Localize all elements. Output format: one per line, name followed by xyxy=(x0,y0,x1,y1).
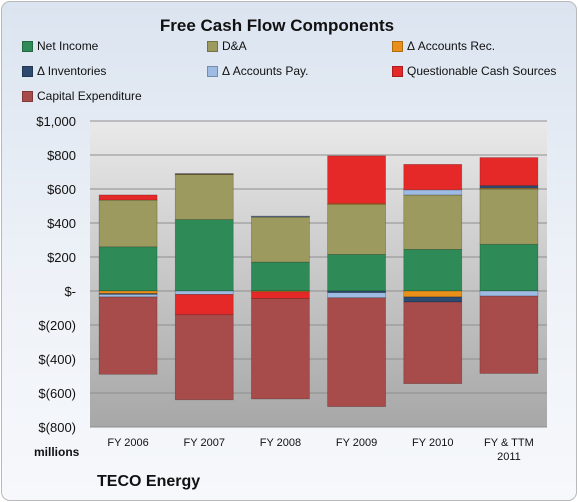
legend-item-delta-inventories: Δ Inventories xyxy=(22,64,106,78)
bar-capital-expenditure xyxy=(98,296,158,375)
legend-swatch xyxy=(22,40,33,52)
bar-questionable-cash-sources xyxy=(98,194,158,201)
bar-capital-expenditure xyxy=(327,297,386,407)
bar-delta-accounts-pay xyxy=(479,290,539,297)
legend-label: D&A xyxy=(222,39,247,53)
bar-delta-accounts-pay xyxy=(251,215,310,218)
y-tick-label: $800 xyxy=(47,148,76,163)
x-tick-label: FY 2006 xyxy=(107,437,148,449)
bars xyxy=(98,155,539,407)
bar-questionable-cash-sources xyxy=(403,164,463,191)
bar-capital-expenditure xyxy=(174,314,234,401)
x-tick-label: FY 2007 xyxy=(184,437,225,449)
bar-d-a xyxy=(174,174,234,220)
y-tick-label: $600 xyxy=(47,182,76,197)
bar-net-income xyxy=(174,219,234,292)
x-tick-label: FY 2009 xyxy=(336,437,377,449)
bar-d-a xyxy=(98,199,158,248)
y-tick-label: $- xyxy=(64,284,76,299)
chart-title: Free Cash Flow Components xyxy=(159,16,395,35)
legend-label: Net Income xyxy=(37,39,99,53)
legend-swatch xyxy=(207,65,218,77)
bar-questionable-cash-sources xyxy=(251,291,310,300)
y-tick-label: $(400) xyxy=(38,352,76,367)
bar-net-income xyxy=(98,246,158,292)
legend-swatch xyxy=(22,65,33,77)
bar-d-a xyxy=(479,188,539,245)
gridlines xyxy=(90,120,547,428)
bar-questionable-cash-sources xyxy=(479,157,539,186)
y-axis-ticks: $(800) $(600) $(400) $(200) $- $200 $400 $600 $8… xyxy=(36,114,76,435)
bar-capital-expenditure xyxy=(251,298,310,400)
legend-item-questionable-cash-sources: Questionable Cash Sources xyxy=(392,64,556,78)
bar-capital-expenditure xyxy=(479,295,539,374)
legend-label: Δ Accounts Pay. xyxy=(222,64,309,78)
bar-net-income xyxy=(251,261,310,292)
y-tick-label: $400 xyxy=(47,216,76,231)
bar-net-income xyxy=(403,249,463,292)
legend-swatch xyxy=(392,65,403,77)
y-tick-label: $1,000 xyxy=(36,114,76,129)
legend-label: Questionable Cash Sources xyxy=(407,64,557,78)
x-tick-label: FY & TTM 2011 xyxy=(484,437,534,463)
legend-item-net-income: Net Income xyxy=(22,39,98,53)
legend-swatch xyxy=(22,90,33,102)
legend-label: Δ Accounts Rec. xyxy=(407,39,496,53)
legend-label: Δ Inventories xyxy=(37,64,107,78)
legend-swatch xyxy=(392,40,403,52)
bar-delta-accounts-pay xyxy=(98,294,158,298)
x-axis-ticks: FY 2006 FY 2007 FY 2008 FY 2009 FY 2010 FY & … xyxy=(107,437,533,463)
bar-delta-accounts-rec xyxy=(403,290,463,298)
bar-delta-inventories xyxy=(174,173,234,175)
x-tick-label: FY 2010 xyxy=(412,437,453,449)
y-tick-label: $(800) xyxy=(38,420,76,435)
bar-delta-inventories xyxy=(479,185,539,189)
y-tick-label: $(600) xyxy=(38,386,76,401)
bar-d-a xyxy=(403,194,463,250)
legend-label: Capital Expenditure xyxy=(37,89,142,103)
bar-delta-accounts-pay xyxy=(403,189,463,196)
legend-item-delta-accounts-pay: Δ Accounts Pay. xyxy=(207,64,309,78)
bar-capital-expenditure xyxy=(403,301,463,384)
legend-item-delta-accounts-rec: Δ Accounts Rec. xyxy=(392,39,495,53)
y-tick-label: $200 xyxy=(47,250,76,265)
bar-d-a xyxy=(251,216,310,263)
legend-item-d-a: D&A xyxy=(207,39,247,53)
y-tick-label: $(200) xyxy=(38,318,76,333)
bar-delta-accounts-rec xyxy=(98,290,158,294)
bar-net-income xyxy=(327,254,386,292)
plot-area xyxy=(90,121,547,427)
x-tick-label: FY 2008 xyxy=(260,437,301,449)
bar-questionable-cash-sources xyxy=(174,294,234,316)
bar-d-a xyxy=(327,203,386,255)
bar-questionable-cash-sources xyxy=(327,155,386,204)
bar-net-income xyxy=(479,243,539,292)
bar-delta-accounts-pay xyxy=(327,292,386,299)
legend-item-capital-expenditure: Capital Expenditure xyxy=(22,89,142,103)
company-name: TECO Energy xyxy=(97,473,201,490)
bar-delta-inventories xyxy=(403,296,463,303)
bar-delta-accounts-pay xyxy=(174,290,234,295)
legend-swatch xyxy=(207,40,218,52)
y-unit-label: millions xyxy=(34,445,80,459)
